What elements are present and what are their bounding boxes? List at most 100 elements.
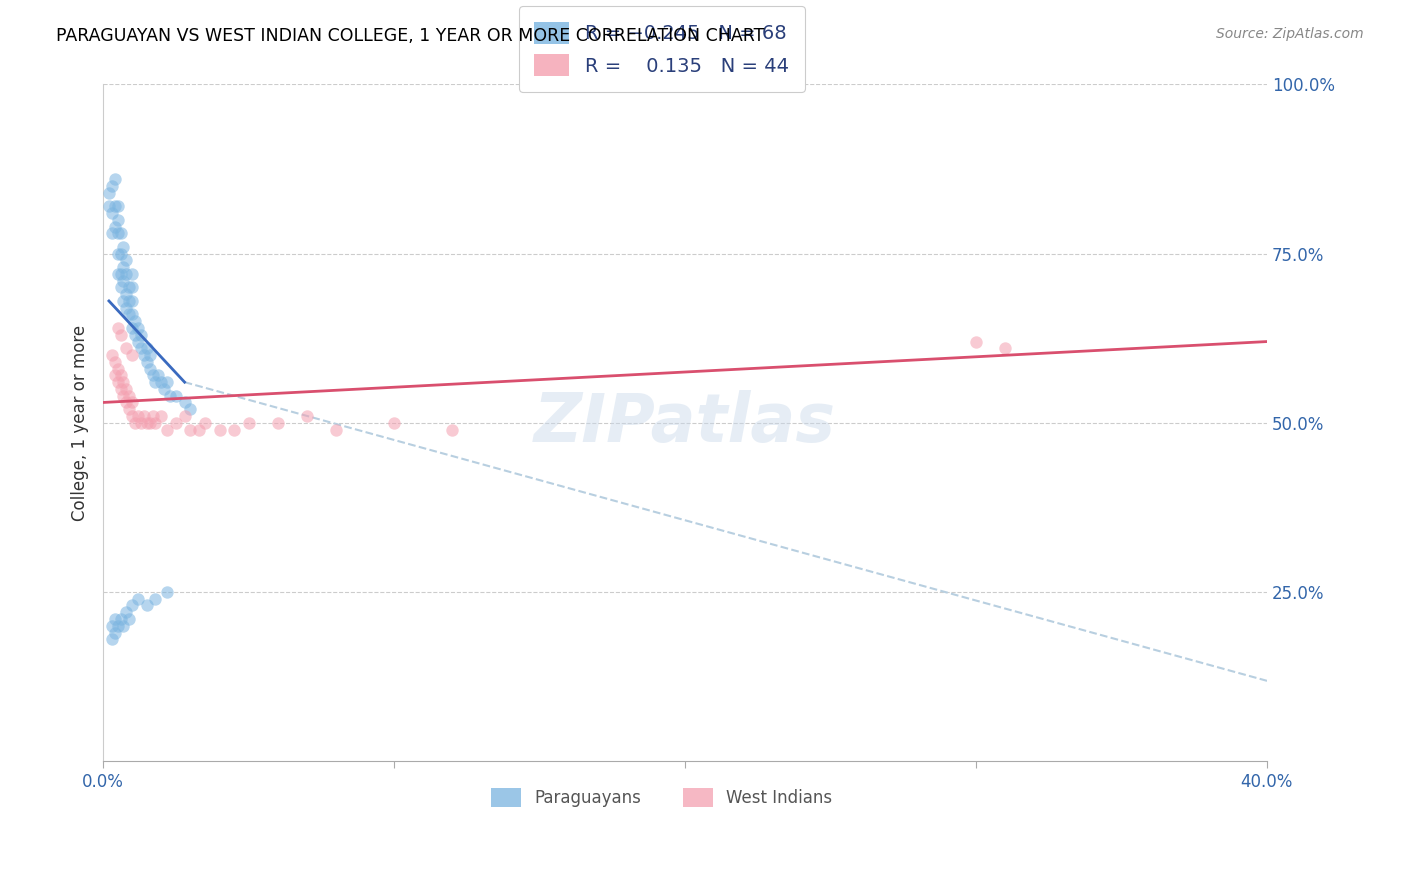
Point (115, 301, 138, 315)
Point (441, 423, 464, 437)
Point (107, 267, 129, 281)
Point (124, 416, 146, 430)
Point (129, 327, 152, 342)
Point (208, 423, 231, 437)
Point (132, 409, 155, 423)
Point (110, 382, 132, 396)
Point (135, 355, 157, 369)
Point (107, 361, 129, 376)
Point (165, 416, 187, 430)
Point (107, 199, 129, 213)
Point (194, 416, 217, 430)
Point (115, 605, 138, 619)
Point (127, 591, 149, 606)
Point (145, 416, 167, 430)
Point (104, 355, 127, 369)
Point (179, 402, 201, 417)
Text: PARAGUAYAN VS WEST INDIAN COLLEGE, 1 YEAR OR MORE CORRELATION CHART: PARAGUAYAN VS WEST INDIAN COLLEGE, 1 YEA… (56, 27, 765, 45)
Legend: Paraguayans, West Indians: Paraguayans, West Indians (485, 781, 839, 814)
Point (173, 395, 195, 409)
Point (104, 368, 127, 383)
Point (138, 416, 160, 430)
Text: ZIPatlas: ZIPatlas (534, 390, 837, 456)
Point (156, 585, 179, 599)
Point (295, 409, 318, 423)
Point (115, 253, 138, 268)
Point (142, 409, 165, 423)
Point (115, 267, 138, 281)
Point (135, 416, 157, 430)
Point (222, 423, 245, 437)
Point (121, 348, 143, 362)
Point (115, 287, 138, 301)
Point (127, 409, 149, 423)
Point (112, 240, 135, 254)
Point (107, 375, 129, 389)
Point (121, 599, 143, 613)
Point (145, 591, 167, 606)
Point (121, 293, 143, 308)
Point (107, 212, 129, 227)
Point (118, 280, 141, 294)
Point (132, 348, 155, 362)
Point (118, 308, 141, 322)
Point (156, 375, 179, 389)
Point (112, 619, 135, 633)
Point (150, 375, 173, 389)
Point (153, 382, 176, 396)
Point (104, 219, 127, 234)
Point (124, 327, 146, 342)
Point (101, 206, 124, 220)
Point (110, 368, 132, 383)
Point (110, 280, 132, 294)
Point (129, 416, 152, 430)
Point (121, 267, 143, 281)
Point (267, 416, 290, 430)
Point (112, 389, 135, 403)
Point (121, 409, 143, 423)
Y-axis label: College, 1 year or more: College, 1 year or more (72, 325, 89, 521)
Point (238, 416, 260, 430)
Text: Source: ZipAtlas.com: Source: ZipAtlas.com (1216, 27, 1364, 41)
Point (127, 321, 149, 335)
Point (112, 274, 135, 288)
Point (135, 599, 157, 613)
Point (115, 382, 138, 396)
Point (97, 186, 120, 200)
Point (110, 246, 132, 260)
Point (382, 416, 405, 430)
Point (110, 267, 132, 281)
Point (118, 612, 141, 626)
Point (101, 227, 124, 241)
Point (110, 327, 132, 342)
Point (104, 199, 127, 213)
Point (156, 423, 179, 437)
Point (101, 348, 124, 362)
Point (104, 172, 127, 186)
Point (101, 632, 124, 647)
Point (112, 260, 135, 274)
Point (325, 423, 347, 437)
Point (115, 395, 138, 409)
Point (121, 308, 143, 322)
Point (115, 342, 138, 356)
Point (112, 375, 135, 389)
Point (138, 348, 160, 362)
Point (121, 280, 143, 294)
Point (150, 409, 173, 423)
Point (121, 395, 143, 409)
Point (110, 612, 132, 626)
Point (107, 321, 129, 335)
Point (118, 402, 141, 417)
Point (101, 178, 124, 193)
Point (101, 619, 124, 633)
Point (112, 293, 135, 308)
Point (107, 227, 129, 241)
Point (138, 361, 160, 376)
Point (148, 368, 170, 383)
Point (118, 389, 141, 403)
Point (107, 619, 129, 633)
Point (145, 375, 167, 389)
Point (965, 334, 987, 349)
Point (188, 423, 211, 437)
